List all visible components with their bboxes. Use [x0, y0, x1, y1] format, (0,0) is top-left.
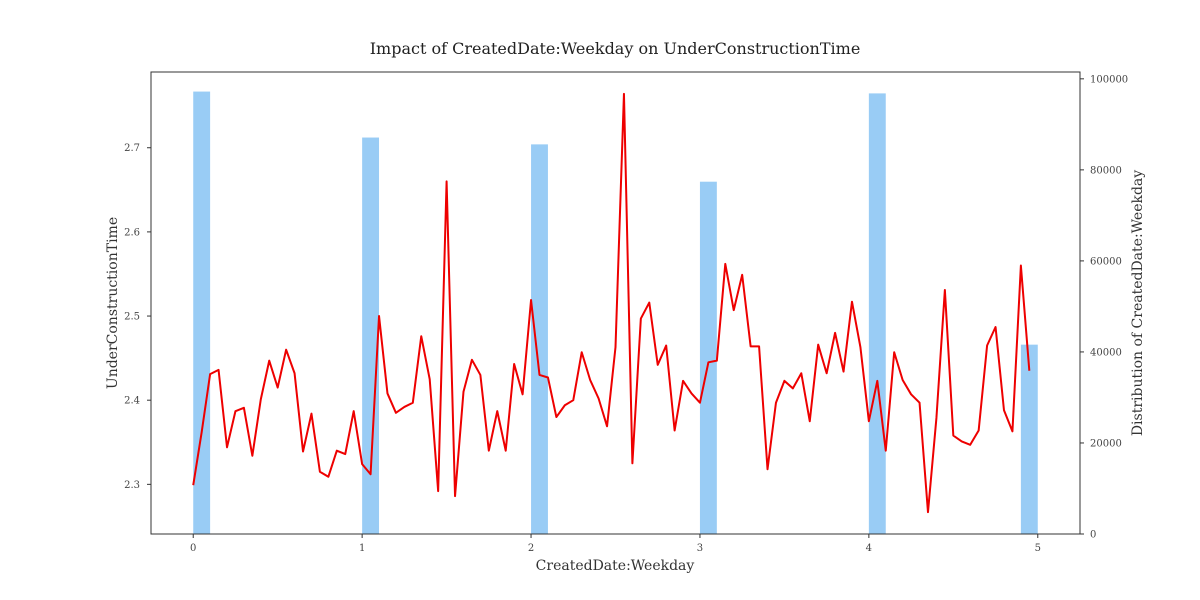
y-left-tick-label: 2.4 [124, 396, 140, 407]
y-left-tick-label: 2.7 [124, 143, 140, 154]
line-layer [192, 92, 1031, 514]
y-right-tick-label: 20000 [1090, 438, 1122, 449]
y-right-tick-label: 80000 [1090, 165, 1122, 176]
y-right-tick-label: 100000 [1090, 74, 1128, 85]
y-right-tick-label: 0 [1090, 530, 1096, 541]
x-axis: 0 1 2 3 4 5 [190, 534, 1041, 554]
x-tick-label: 3 [697, 543, 703, 554]
line-series [192, 92, 1031, 514]
y-left-tick-label: 2.3 [124, 480, 140, 491]
x-tick-label: 1 [359, 543, 365, 554]
y-axis-right: 0 20000 40000 60000 80000 100000 [1080, 74, 1128, 541]
bar-4 [868, 93, 886, 534]
y-left-tick-label: 2.5 [124, 312, 140, 323]
y-right-tick-label: 60000 [1090, 256, 1122, 267]
bar-3 [699, 181, 717, 534]
x-tick-label: 5 [1035, 543, 1041, 554]
y-axis-left: 2.3 2.4 2.5 2.6 2.7 [124, 143, 151, 491]
x-tick-label: 0 [190, 543, 196, 554]
x-tick-label: 4 [866, 543, 872, 554]
y-axis-right-label: Distribution of CreatedDate:Weekday [1130, 170, 1146, 436]
y-axis-left-label: UnderConstructionTime [105, 217, 121, 389]
y-right-tick-label: 40000 [1090, 347, 1122, 358]
bars-layer [193, 91, 1038, 535]
x-axis-label: CreatedDate:Weekday [536, 558, 695, 574]
plot-area-frame [150, 71, 1081, 535]
bar-5 [1020, 344, 1038, 534]
bar-0 [193, 91, 211, 534]
chart-title: Impact of CreatedDate:Weekday on UnderCo… [370, 39, 861, 58]
y-left-tick-label: 2.6 [124, 227, 140, 238]
bar-2 [531, 144, 548, 534]
x-tick-label: 2 [528, 543, 534, 554]
bar-1 [362, 137, 380, 535]
